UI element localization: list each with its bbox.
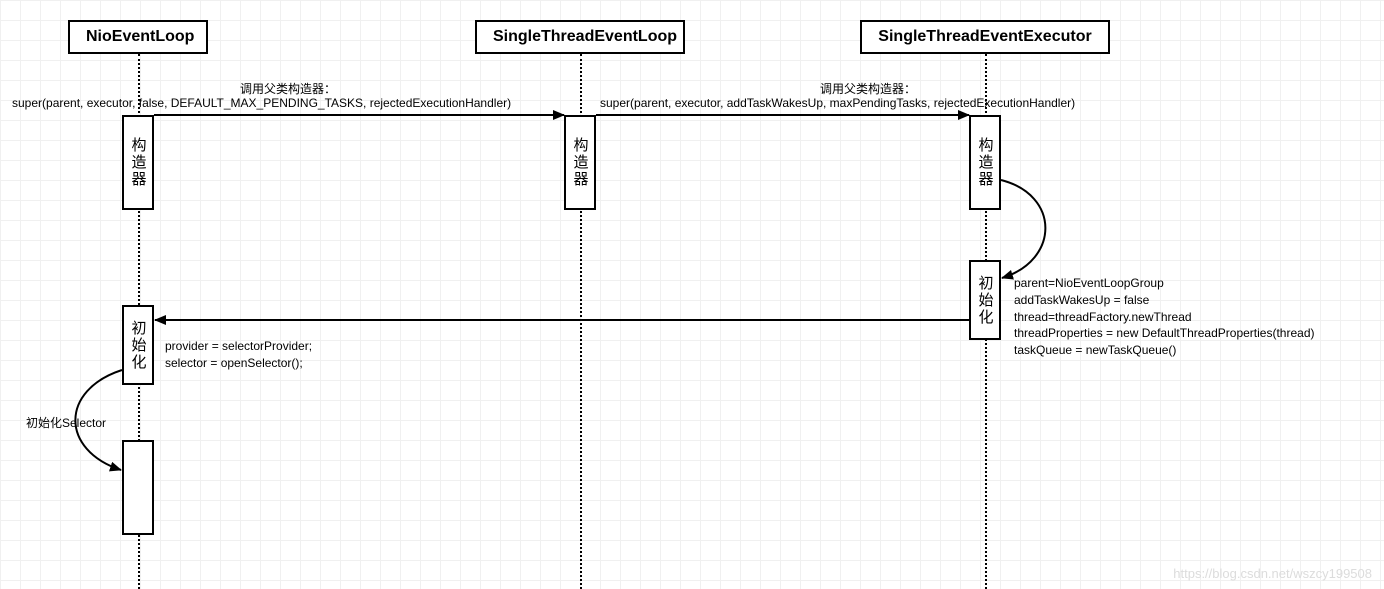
activation-stel-constructor: 构造器 <box>564 115 596 210</box>
lifeline-header-nio: NioEventLoop <box>68 20 208 54</box>
lifeline-title: NioEventLoop <box>86 28 194 45</box>
activation-nio-selector <box>122 440 154 535</box>
activation-nio-constructor: 构造器 <box>122 115 154 210</box>
lifeline-header-stee: SingleThreadEventExecutor <box>860 20 1110 54</box>
note-line: addTaskWakesUp = false <box>1014 292 1315 309</box>
note-nio-init: provider = selectorProvider; selector = … <box>165 338 312 372</box>
activation-label: 初始化 <box>128 320 149 371</box>
activation-label: 初始化 <box>975 275 996 326</box>
note-line: thread=threadFactory.newThread <box>1014 309 1315 326</box>
lifeline-header-stel: SingleThreadEventLoop <box>475 20 685 54</box>
activation-label: 构造器 <box>570 137 591 188</box>
lifeline-title: SingleThreadEventLoop <box>493 28 677 45</box>
activation-label: 构造器 <box>128 137 149 188</box>
message-title-2: 调用父类构造器： <box>820 80 916 97</box>
note-line: taskQueue = newTaskQueue() <box>1014 342 1315 359</box>
activation-stee-constructor: 构造器 <box>969 115 1001 210</box>
message-text-1: super(parent, executor, false, DEFAULT_M… <box>12 96 511 110</box>
note-line: threadProperties = new DefaultThreadProp… <box>1014 325 1315 342</box>
note-line: parent=NioEventLoopGroup <box>1014 275 1315 292</box>
note-line: selector = openSelector(); <box>165 355 312 372</box>
message-text-2: super(parent, executor, addTaskWakesUp, … <box>600 96 1075 110</box>
note-line: provider = selectorProvider; <box>165 338 312 355</box>
note-stee-init: parent=NioEventLoopGroup addTaskWakesUp … <box>1014 275 1315 359</box>
message-title-1: 调用父类构造器： <box>240 80 336 97</box>
activation-stee-init: 初始化 <box>969 260 1001 340</box>
arrow-stee-self <box>1001 180 1045 278</box>
self-message-label-selector: 初始化Selector <box>26 414 106 431</box>
watermark: https://blog.csdn.net/wszcy199508 <box>1173 566 1372 581</box>
activation-label: 构造器 <box>975 137 996 188</box>
lifeline-title: SingleThreadEventExecutor <box>878 28 1091 45</box>
activation-nio-init: 初始化 <box>122 305 154 385</box>
